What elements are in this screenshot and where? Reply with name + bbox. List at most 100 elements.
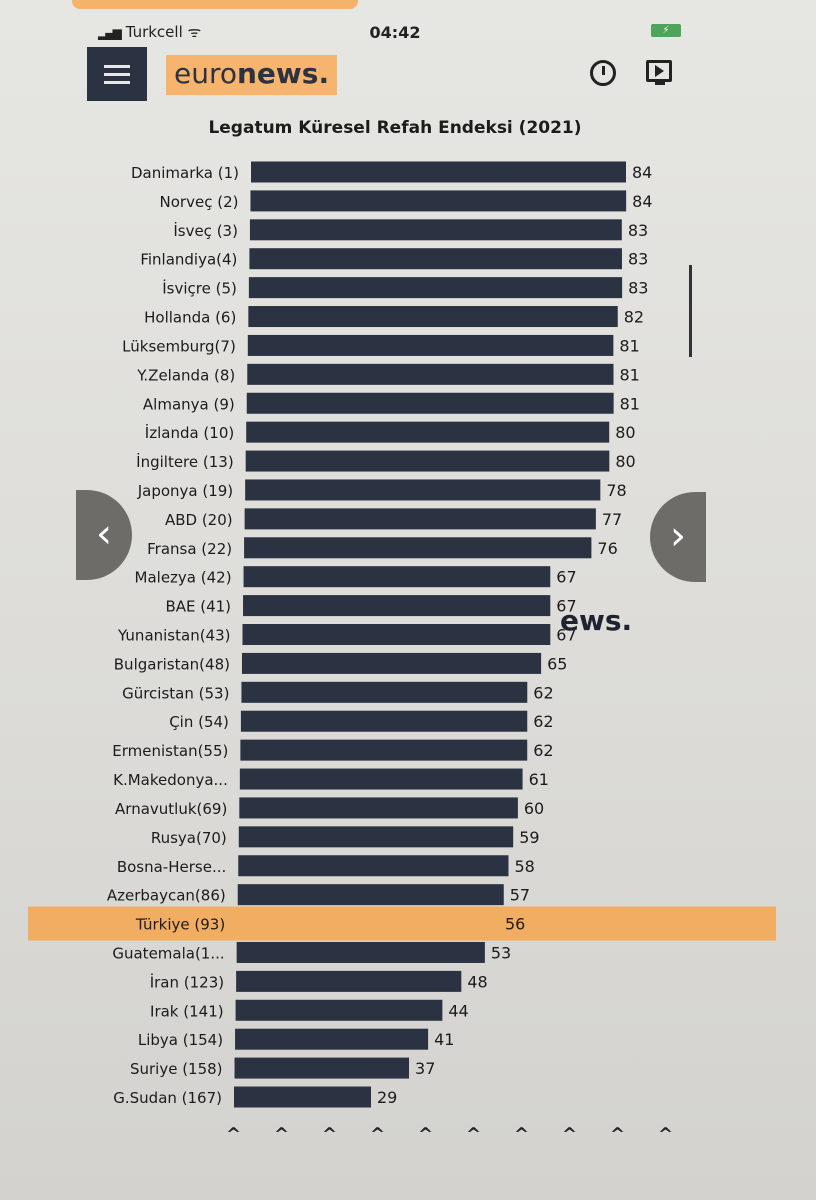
value-label: 62 <box>533 712 553 731</box>
category-label: Guatemala(1... <box>112 944 224 962</box>
category-label: ABD (20) <box>165 511 233 529</box>
bar <box>245 479 601 501</box>
category-label: Libya (154) <box>138 1031 223 1049</box>
value-label: 48 <box>467 972 487 991</box>
chevron-up-row: ^ ^ ^ ^ ^ ^ ^ ^ ^ ^ <box>0 1124 816 1145</box>
category-label: Norveç (2) <box>160 193 239 211</box>
category-label: Azerbaycan(86) <box>107 887 226 905</box>
bar <box>240 710 528 732</box>
category-label: Ermenistan(55) <box>112 742 228 760</box>
bar <box>249 248 622 270</box>
category-label: İran (123) <box>150 972 224 991</box>
value-label: 84 <box>632 163 652 182</box>
chart-title: Legatum Küresel Refah Endeksi (2021) <box>208 118 582 138</box>
bar <box>243 566 551 588</box>
value-label: 41 <box>434 1030 454 1049</box>
scroll-indicator[interactable] <box>689 265 692 357</box>
category-label: Malezya (42) <box>135 569 232 587</box>
category-label: G.Sudan (167) <box>113 1089 222 1107</box>
bar <box>247 334 614 356</box>
value-label: 80 <box>615 452 635 471</box>
watermark: ews. <box>560 604 633 637</box>
category-label: Rusya(70) <box>151 829 227 847</box>
value-label: 67 <box>556 626 576 645</box>
chevron-up-icon[interactable]: ^ <box>226 1124 242 1145</box>
value-label: 62 <box>533 741 553 760</box>
category-label: İsviçre (5) <box>162 279 237 298</box>
bar <box>241 681 528 703</box>
value-label: 62 <box>533 683 553 702</box>
chevron-up-icon[interactable]: ^ <box>658 1124 674 1145</box>
category-label: BAE (41) <box>165 598 231 616</box>
bar <box>248 277 623 299</box>
value-label: 81 <box>619 365 639 384</box>
chevron-up-icon[interactable]: ^ <box>418 1124 434 1145</box>
value-label: 58 <box>514 857 534 876</box>
value-label: 61 <box>529 770 549 789</box>
chevron-up-icon[interactable]: ^ <box>274 1124 290 1145</box>
battery-icon: ⚡ <box>651 24 681 37</box>
logo-bold: news. <box>237 57 330 90</box>
category-label: Gürcistan (53) <box>122 684 229 702</box>
bar <box>244 537 592 559</box>
bar <box>236 941 485 963</box>
chevron-up-icon[interactable]: ^ <box>610 1124 626 1145</box>
value-label: 56 <box>505 915 525 934</box>
bar <box>251 161 626 183</box>
value-label: 78 <box>606 481 626 500</box>
highlight-band <box>28 906 776 941</box>
bar <box>249 219 622 241</box>
category-label: Japonya (19) <box>137 482 233 500</box>
category-label: İngiltere (13) <box>136 452 234 471</box>
value-label: 37 <box>415 1059 435 1078</box>
value-label: 67 <box>556 568 576 587</box>
bar <box>250 190 627 212</box>
bar <box>248 306 618 328</box>
bar <box>247 363 614 385</box>
bar <box>234 1057 410 1079</box>
bar <box>238 826 514 848</box>
value-label: 60 <box>524 799 544 818</box>
category-label: K.Makedonya... <box>113 771 228 789</box>
bar <box>236 970 462 992</box>
value-label: 81 <box>619 336 639 355</box>
category-label: Almanya (9) <box>143 395 235 413</box>
carrier-label: Turkcell <box>125 23 183 41</box>
chevron-up-icon[interactable]: ^ <box>466 1124 482 1145</box>
value-label: 80 <box>615 423 635 442</box>
chevron-up-icon[interactable]: ^ <box>514 1124 530 1145</box>
category-label: Finlandiya(4) <box>140 251 237 269</box>
bar <box>238 855 509 877</box>
bar <box>241 652 542 674</box>
chevron-up-icon[interactable]: ^ <box>322 1124 338 1145</box>
wifi-icon: ᯤ <box>182 23 202 41</box>
category-label: Bulgaristan(48) <box>114 655 230 673</box>
logo-light: euro <box>174 57 237 90</box>
bar <box>239 768 523 790</box>
value-label: 44 <box>448 1001 468 1020</box>
category-label: Çin (54) <box>169 713 229 731</box>
category-label: Arnavutluk(69) <box>115 800 227 818</box>
bar <box>244 508 596 530</box>
category-label: Irak (141) <box>150 1002 224 1020</box>
value-label: 57 <box>510 886 530 905</box>
category-label: Hollanda (6) <box>144 309 236 327</box>
chevron-up-icon[interactable]: ^ <box>370 1124 386 1145</box>
status-time: 04:42 <box>369 23 421 42</box>
value-label: 67 <box>556 597 576 616</box>
value-label: 81 <box>620 394 640 413</box>
value-label: 83 <box>628 279 648 298</box>
value-label: 29 <box>377 1088 397 1107</box>
app-header: euronews. <box>0 47 816 103</box>
menu-icon[interactable] <box>87 47 147 101</box>
bar <box>246 392 614 414</box>
chevron-up-icon[interactable]: ^ <box>562 1124 578 1145</box>
video-icon[interactable] <box>646 60 672 85</box>
highlight-mark-top <box>72 0 358 9</box>
euronews-logo[interactable]: euronews. <box>166 55 338 95</box>
bar <box>234 1086 371 1108</box>
value-label: 65 <box>547 654 567 673</box>
category-label: Y.Zelanda (8) <box>136 366 235 384</box>
clock-icon[interactable] <box>590 60 616 86</box>
